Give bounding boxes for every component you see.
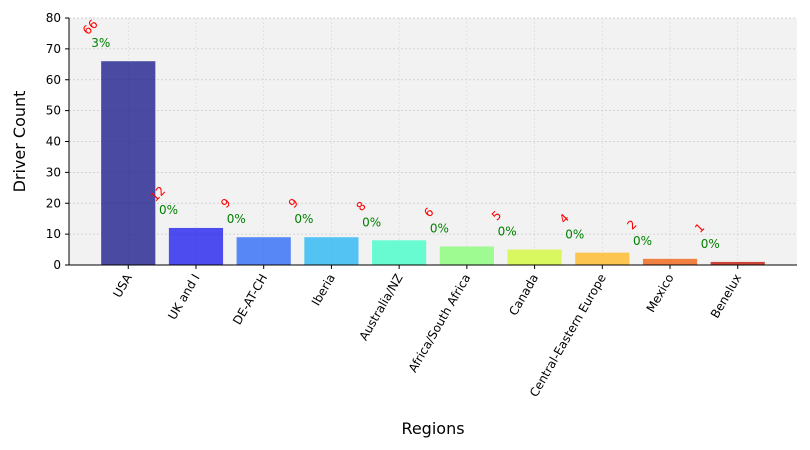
- x-tick-label: Australia/NZ: [356, 272, 405, 343]
- bar: [642, 258, 698, 265]
- x-ticks: USA UK and I DE-AT-CH Iberia Australia/NZ Afr…: [110, 265, 744, 399]
- bar: [507, 249, 562, 265]
- percent-label: 0%: [294, 212, 313, 226]
- x-tick-label: Iberia: [309, 272, 338, 309]
- y-ticks: 0 10 20 30 40 50 60 70 80: [46, 11, 69, 272]
- bar: [710, 261, 765, 265]
- y-axis-title: Driver Count: [10, 91, 29, 193]
- y-tick-label: 50: [46, 104, 61, 118]
- bar: [304, 237, 359, 265]
- y-tick-label: 80: [46, 11, 61, 25]
- percent-label: 3%: [91, 36, 110, 50]
- percent-label: 0%: [362, 215, 381, 229]
- y-tick-label: 60: [46, 73, 61, 87]
- x-tick-label: Benelux: [708, 272, 744, 321]
- y-tick-label: 0: [53, 258, 61, 272]
- bars: [101, 61, 765, 265]
- x-tick-label: Africa/South Africa: [406, 272, 474, 375]
- percent-label: 0%: [701, 237, 720, 251]
- x-axis-title: Regions: [401, 419, 464, 438]
- percent-label: 0%: [159, 203, 178, 217]
- bar: [439, 246, 494, 265]
- x-tick-label: UK and I: [165, 272, 202, 323]
- percent-label: 0%: [430, 221, 449, 235]
- percent-label: 0%: [498, 225, 517, 239]
- bar: [372, 240, 427, 265]
- x-tick-label: Central-Eastern Europe: [527, 272, 609, 400]
- x-tick-label: Mexico: [644, 272, 677, 315]
- x-tick-label: Canada: [506, 272, 541, 319]
- y-tick-label: 20: [46, 196, 61, 210]
- y-tick-label: 40: [46, 135, 61, 149]
- x-tick-label: DE-AT-CH: [230, 272, 270, 328]
- bar: [168, 227, 224, 265]
- gridlines: [69, 17, 797, 266]
- percent-label: 0%: [227, 212, 246, 226]
- bar: [101, 61, 156, 265]
- y-tick-label: 30: [46, 165, 61, 179]
- percent-label: 0%: [633, 234, 652, 248]
- percent-label: 0%: [565, 228, 584, 242]
- y-tick-label: 70: [46, 42, 61, 56]
- bar: [575, 252, 630, 265]
- y-tick-label: 10: [46, 227, 61, 241]
- x-tick-label: USA: [110, 271, 135, 300]
- bar: [236, 237, 291, 265]
